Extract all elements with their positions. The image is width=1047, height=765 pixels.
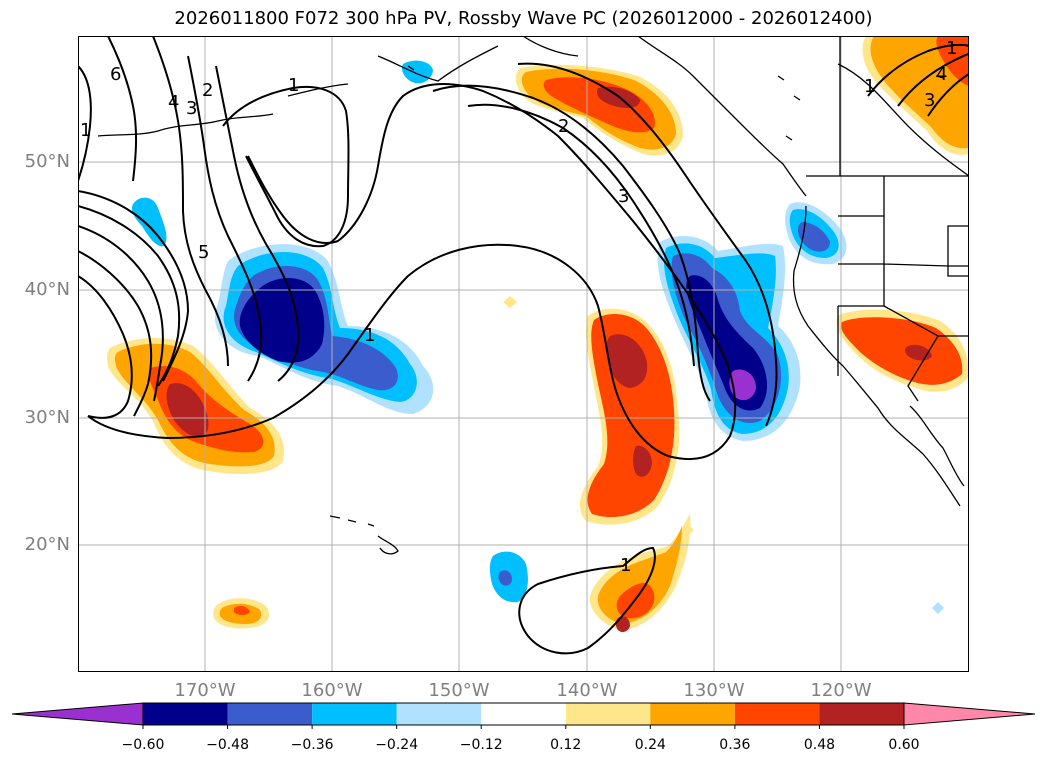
map-frame: 6 1 4 3 2 1 5 1 2 3 1 1 3 4 1 [78, 36, 969, 672]
colorbar-segment [396, 703, 482, 725]
colorbar-extend-min [11, 702, 144, 726]
contour-e [78, 275, 133, 419]
contour-north-left-4 [215, 65, 300, 382]
colorbar-tick-label: −0.36 [290, 737, 334, 753]
lon-label-150w: 150°W [428, 680, 490, 701]
contour-big-loop [87, 83, 737, 461]
contour-b [78, 205, 181, 387]
pos-region-west-peak [166, 382, 209, 438]
hawaii-islands [329, 515, 399, 555]
pos-region-central-peak2 [633, 445, 652, 477]
contour-north-left-1 [107, 36, 138, 182]
lon-label-170w: 170°W [174, 680, 236, 701]
lat-label-40n: 40°N [24, 279, 70, 300]
neg-region-south-core [498, 570, 512, 586]
contour-label: 5 [198, 242, 209, 263]
contour-label: 2 [202, 80, 213, 101]
lat-label-50n: 50°N [24, 151, 70, 172]
lon-label-130w: 130°W [683, 680, 745, 701]
coastline-west-us [792, 205, 961, 507]
colorbar-segment [227, 703, 313, 725]
pos-region-central-peak [606, 334, 648, 388]
lon-label-140w: 140°W [556, 680, 618, 701]
contour-south-loop [518, 546, 656, 655]
colorbar-tick-label: −0.24 [375, 737, 419, 753]
pos-dot-central [503, 296, 517, 308]
neg-region-coast-core [798, 222, 830, 252]
contour-label: 1 [80, 120, 91, 141]
colorbar-tick-label: 0.60 [888, 737, 920, 753]
contour-label: 1 [620, 555, 631, 576]
contour-d [78, 250, 153, 417]
contour-labels: 6 1 4 3 2 1 5 1 2 3 1 1 3 4 1 [80, 38, 957, 576]
pos-region-east-coast-mid [841, 317, 963, 385]
contour-c [78, 225, 164, 402]
contour-north-left-5 [78, 65, 92, 182]
contour-label: 3 [186, 98, 197, 119]
pv-contours [78, 36, 969, 655]
contour-north-left-3 [187, 55, 263, 382]
contour-central-arc-3 [517, 62, 778, 427]
state-borders [837, 176, 969, 402]
pos-dot-south [682, 524, 694, 536]
lon-label-160w: 160°W [301, 680, 363, 701]
colorbar-segment [143, 703, 228, 725]
contour-label: 4 [168, 92, 179, 113]
colorbar-segment [312, 703, 397, 725]
lon-label-120w: 120°W [810, 680, 872, 701]
map-canvas: 6 1 4 3 2 1 5 1 2 3 1 1 3 4 1 [78, 36, 969, 672]
contour-label: 1 [864, 76, 875, 97]
colorbar-extend-max [903, 702, 1036, 726]
contour-label: 3 [924, 90, 935, 111]
lat-label-20n: 20°N [24, 534, 70, 555]
coastline-baja [909, 405, 965, 487]
contour-label: 6 [110, 64, 121, 85]
contour-label: 1 [364, 325, 375, 346]
pos-region-small-sw-core [234, 605, 250, 615]
neg-region-top [402, 60, 433, 84]
coastline-canada-panhandle [637, 36, 807, 197]
colorbar-tick-label: 0.48 [803, 737, 836, 753]
contour-ne-3 [927, 73, 969, 117]
colorbar-tick-label: 0.24 [634, 737, 666, 753]
small-islands [407, 65, 945, 141]
neg-region-east-min [729, 369, 756, 401]
neg-dot-se [932, 602, 944, 614]
colorbar-segment [565, 703, 651, 725]
colorbar-outline [142, 702, 905, 726]
contour-label: 1 [288, 75, 299, 96]
contour-ne-1 [867, 43, 969, 97]
colorbar-segment [734, 703, 820, 725]
contour-central-arc-1 [432, 84, 711, 402]
negative-anomalies [132, 60, 944, 614]
contour-north-left-2 [152, 36, 229, 367]
gridlines [78, 36, 969, 672]
contour-ne-2 [897, 53, 969, 107]
contour-north-loop [222, 85, 350, 248]
colorbar-tick-label: −0.60 [121, 737, 165, 753]
contour-a [78, 190, 190, 382]
colorbar-tick-label: 0.12 [550, 737, 582, 753]
colorbar-segment [819, 703, 904, 725]
contour-label: 3 [618, 186, 629, 207]
colorbar-segment [481, 703, 566, 725]
colorbar-tick-label: −0.48 [206, 737, 249, 753]
contour-label: 1 [946, 38, 957, 59]
contour-label: 2 [558, 116, 569, 137]
pos-region-ne-mid [870, 36, 969, 149]
lat-label-30n: 30°N [24, 407, 70, 428]
colorbar [11, 702, 1036, 729]
map-title: 2026011800 F072 300 hPa PV, Rossby Wave … [174, 8, 873, 29]
colorbar-segment [650, 703, 735, 725]
neg-region-small-nw [132, 197, 167, 247]
border-us-canada [806, 36, 969, 177]
contour-label: 4 [936, 64, 947, 85]
colorbar-tick-label: −0.12 [459, 737, 503, 753]
colorbar-tick-label: 0.36 [719, 737, 751, 753]
contour-central-arc-2 [467, 103, 695, 367]
